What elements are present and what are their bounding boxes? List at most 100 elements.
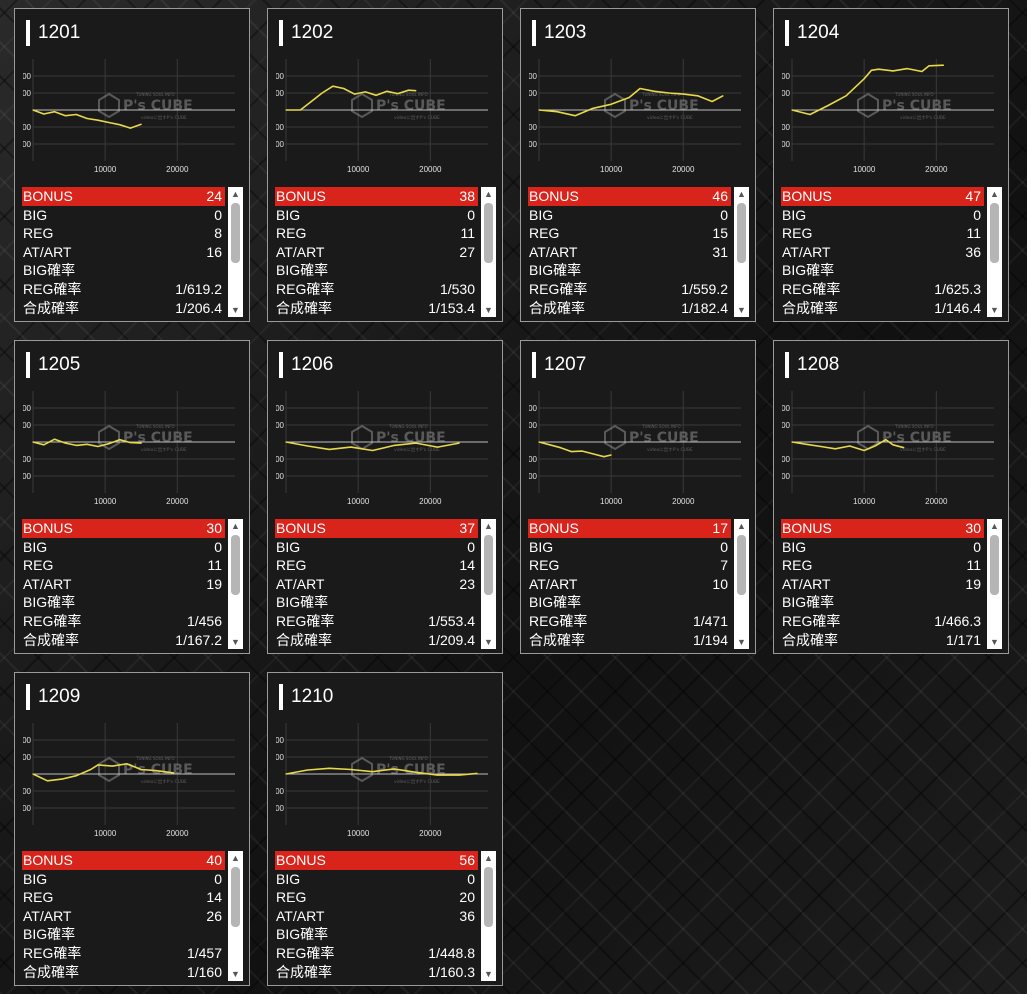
watermark-brand: P's CUBE bbox=[123, 430, 193, 446]
machine-number[interactable]: 1201 bbox=[26, 20, 80, 46]
scroll-thumb[interactable] bbox=[231, 203, 240, 263]
machine-number[interactable]: 1205 bbox=[26, 352, 80, 378]
scroll-thumb[interactable] bbox=[990, 203, 999, 263]
scroll-down-arrow-icon[interactable]: ▼ bbox=[990, 637, 999, 647]
total-rate-label: 合成確率 bbox=[529, 299, 585, 316]
machine-card-1207[interactable]: 1207 P's CUBE TUNING SOUL INFO videoに出すP's… bbox=[520, 340, 756, 654]
machine-number[interactable]: 1208 bbox=[785, 352, 839, 378]
scroll-thumb[interactable] bbox=[484, 867, 493, 927]
scroll-up-arrow-icon[interactable]: ▲ bbox=[231, 189, 240, 199]
at-value: 23 bbox=[459, 575, 475, 592]
reg-row: REG 14 bbox=[22, 888, 225, 907]
data-point bbox=[722, 95, 724, 97]
data-point bbox=[371, 771, 374, 773]
scroll-up-arrow-icon[interactable]: ▲ bbox=[737, 189, 746, 199]
table-scrollbar[interactable]: ▲ ▼ bbox=[734, 519, 749, 649]
reg-label: REG bbox=[23, 889, 54, 906]
big-rate-label: BIG確率 bbox=[782, 262, 835, 279]
data-point bbox=[75, 775, 77, 777]
scroll-down-arrow-icon[interactable]: ▼ bbox=[484, 969, 493, 979]
y-tick-label: 6000 bbox=[276, 404, 285, 413]
data-point bbox=[393, 768, 395, 770]
bonus-row: BONUS 38 bbox=[275, 187, 478, 206]
machine-card-1208[interactable]: 1208 P's CUBE TUNING SOUL INFO videoに出すP's… bbox=[773, 340, 1009, 654]
scroll-up-arrow-icon[interactable]: ▲ bbox=[484, 853, 493, 863]
scroll-thumb[interactable] bbox=[737, 203, 746, 263]
data-point bbox=[870, 69, 872, 71]
data-point bbox=[668, 92, 670, 94]
scroll-thumb[interactable] bbox=[484, 203, 493, 263]
at-row: AT/ART 26 bbox=[22, 907, 225, 926]
table-scrollbar[interactable]: ▲ ▼ bbox=[481, 519, 496, 649]
reg-row: REG 11 bbox=[22, 556, 225, 575]
y-tick-label: -6000 bbox=[529, 140, 538, 149]
scroll-down-arrow-icon[interactable]: ▼ bbox=[231, 305, 240, 315]
data-point bbox=[415, 442, 417, 444]
machine-number[interactable]: 1210 bbox=[279, 684, 333, 710]
table-scrollbar[interactable]: ▲ ▼ bbox=[481, 851, 496, 981]
reg-rate-label: REG確率 bbox=[529, 280, 588, 297]
scroll-thumb[interactable] bbox=[990, 535, 999, 595]
scroll-thumb[interactable] bbox=[231, 867, 240, 927]
table-scrollbar[interactable]: ▲ ▼ bbox=[228, 519, 243, 649]
scroll-up-arrow-icon[interactable]: ▲ bbox=[990, 521, 999, 531]
table-scrollbar[interactable]: ▲ ▼ bbox=[481, 187, 496, 317]
total-rate-value: 1/206.4 bbox=[175, 299, 222, 316]
watermark-brand: P's CUBE bbox=[376, 98, 446, 114]
machine-number[interactable]: 1209 bbox=[26, 684, 80, 710]
scroll-down-arrow-icon[interactable]: ▼ bbox=[737, 305, 746, 315]
scroll-down-arrow-icon[interactable]: ▼ bbox=[990, 305, 999, 315]
reg-rate-label: REG確率 bbox=[782, 612, 841, 629]
machine-number[interactable]: 1206 bbox=[279, 352, 333, 378]
table-scrollbar[interactable]: ▲ ▼ bbox=[734, 187, 749, 317]
machine-card-1204[interactable]: 1204 P's CUBE TUNING SOUL INFO videoに出すP's… bbox=[773, 8, 1009, 322]
machine-number[interactable]: 1207 bbox=[532, 352, 586, 378]
at-row: AT/ART 36 bbox=[275, 907, 478, 926]
data-point bbox=[32, 441, 34, 443]
table-scrollbar[interactable]: ▲ ▼ bbox=[228, 187, 243, 317]
x-tick-label: 10000 bbox=[347, 829, 370, 838]
data-point bbox=[97, 764, 99, 766]
reg-row: REG 7 bbox=[528, 556, 731, 575]
scroll-up-arrow-icon[interactable]: ▲ bbox=[737, 521, 746, 531]
machine-card-1206[interactable]: 1206 P's CUBE TUNING SOUL INFO videoに出すP's… bbox=[267, 340, 503, 654]
scroll-up-arrow-icon[interactable]: ▲ bbox=[990, 189, 999, 199]
scroll-up-arrow-icon[interactable]: ▲ bbox=[231, 853, 240, 863]
data-point bbox=[118, 439, 121, 441]
machine-number[interactable]: 1204 bbox=[785, 20, 839, 46]
machine-card-1202[interactable]: 1202 P's CUBE TUNING SOUL INFO videoに出すP's… bbox=[267, 8, 503, 322]
bonus-label: BONUS bbox=[782, 520, 832, 536]
scroll-down-arrow-icon[interactable]: ▼ bbox=[231, 637, 240, 647]
machine-card-1210[interactable]: 1210 P's CUBE TUNING SOUL INFO videoに出すP's… bbox=[267, 672, 503, 986]
machine-card-1205[interactable]: 1205 P's CUBE TUNING SOUL INFO videoに出すP's… bbox=[14, 340, 250, 654]
data-point bbox=[697, 95, 699, 97]
bonus-label: BONUS bbox=[276, 188, 326, 204]
total-rate-value: 1/160 bbox=[186, 963, 222, 980]
big-value: 0 bbox=[973, 538, 981, 555]
reg-rate-row: REG確率 1/619.2 bbox=[22, 280, 225, 299]
data-point bbox=[574, 115, 576, 117]
scroll-up-arrow-icon[interactable]: ▲ bbox=[231, 521, 240, 531]
machine-number[interactable]: 1203 bbox=[532, 20, 586, 46]
machine-card-1209[interactable]: 1209 P's CUBE TUNING SOUL INFO videoに出すP's… bbox=[14, 672, 250, 986]
machine-card-1201[interactable]: 1201 P's CUBE TUNING SOUL INFO videoに出すP's… bbox=[14, 8, 250, 322]
scroll-up-arrow-icon[interactable]: ▲ bbox=[484, 521, 493, 531]
at-label: AT/ART bbox=[529, 243, 578, 260]
scroll-thumb[interactable] bbox=[231, 535, 240, 595]
scroll-thumb[interactable] bbox=[737, 535, 746, 595]
table-scrollbar[interactable]: ▲ ▼ bbox=[987, 519, 1002, 649]
machine-card-1203[interactable]: 1203 P's CUBE TUNING SOUL INFO videoに出すP's… bbox=[520, 8, 756, 322]
scroll-down-arrow-icon[interactable]: ▼ bbox=[484, 637, 493, 647]
scroll-down-arrow-icon[interactable]: ▼ bbox=[737, 637, 746, 647]
table-scrollbar[interactable]: ▲ ▼ bbox=[228, 851, 243, 981]
scroll-up-arrow-icon[interactable]: ▲ bbox=[484, 189, 493, 199]
data-point bbox=[140, 768, 142, 771]
scroll-down-arrow-icon[interactable]: ▼ bbox=[231, 969, 240, 979]
watermark-brand: P's CUBE bbox=[882, 430, 952, 446]
total-rate-label: 合成確率 bbox=[23, 299, 79, 316]
scroll-down-arrow-icon[interactable]: ▼ bbox=[484, 305, 493, 315]
scroll-thumb[interactable] bbox=[484, 535, 493, 595]
table-scrollbar[interactable]: ▲ ▼ bbox=[987, 187, 1002, 317]
machine-number[interactable]: 1202 bbox=[279, 20, 333, 46]
